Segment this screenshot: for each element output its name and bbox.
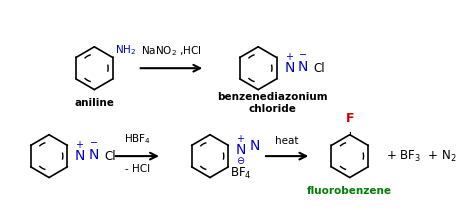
- Text: $\mathregular{\overset{+}{N}}$: $\mathregular{\overset{+}{N}}$: [235, 134, 246, 159]
- Text: F: F: [346, 112, 354, 125]
- Text: fluorobenzene: fluorobenzene: [307, 186, 392, 196]
- Text: Cl: Cl: [313, 62, 325, 75]
- Text: Cl: Cl: [104, 150, 116, 163]
- Text: benzenediazonium: benzenediazonium: [217, 92, 328, 102]
- Text: $\ominus$: $\ominus$: [236, 155, 246, 167]
- Text: chloride: chloride: [249, 104, 297, 114]
- Text: heat: heat: [275, 136, 299, 146]
- Text: $\mathregular{\overset{-}{N}}$: $\mathregular{\overset{-}{N}}$: [88, 142, 99, 163]
- Text: NaNO$_2$ ,HCl: NaNO$_2$ ,HCl: [141, 45, 202, 58]
- Text: N: N: [249, 139, 260, 153]
- Text: BF$_4$: BF$_4$: [230, 166, 252, 181]
- Text: NH$_2$: NH$_2$: [115, 43, 136, 56]
- Text: - HCl: - HCl: [125, 164, 150, 174]
- Text: HBF$_4$: HBF$_4$: [124, 133, 151, 146]
- Text: $\mathregular{\overset{+}{N}}$: $\mathregular{\overset{+}{N}}$: [74, 140, 85, 164]
- Text: + BF$_3$  + N$_2$: + BF$_3$ + N$_2$: [386, 148, 457, 164]
- Text: aniline: aniline: [74, 98, 114, 108]
- Text: $\mathregular{\overset{-}{N}}$: $\mathregular{\overset{-}{N}}$: [297, 54, 308, 75]
- Text: $\mathregular{\overset{+}{N}}$: $\mathregular{\overset{+}{N}}$: [283, 52, 294, 76]
